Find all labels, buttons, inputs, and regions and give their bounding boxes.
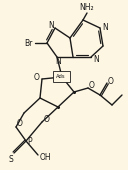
Text: N: N [55, 56, 61, 65]
Text: O: O [34, 73, 40, 82]
Text: O: O [108, 76, 114, 86]
Text: Br: Br [24, 38, 32, 47]
Text: Ads: Ads [56, 74, 66, 80]
FancyBboxPatch shape [52, 71, 70, 81]
Text: OH: OH [39, 152, 51, 162]
Text: N: N [93, 55, 99, 64]
Text: NH₂: NH₂ [80, 4, 94, 13]
Text: N: N [48, 21, 54, 30]
Text: O: O [17, 120, 23, 129]
Text: S: S [9, 155, 13, 164]
Text: N: N [102, 22, 108, 31]
Text: O: O [89, 81, 95, 89]
Text: P: P [28, 138, 32, 147]
Text: O: O [44, 115, 50, 123]
